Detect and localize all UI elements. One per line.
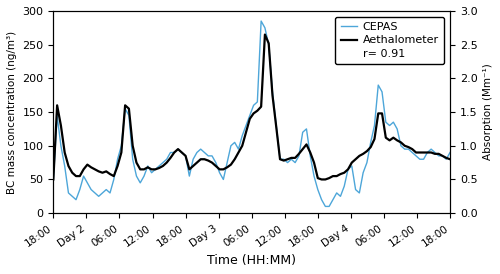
CEPAS: [284, 161, 290, 164]
Aethalometer: [288, 156, 294, 159]
Y-axis label: BC mass concentration (ng/m³): BC mass concentration (ng/m³): [7, 30, 17, 194]
Line: CEPAS: CEPAS: [54, 21, 450, 206]
CEPAS: [322, 205, 328, 208]
X-axis label: Time (HH:MM): Time (HH:MM): [207, 254, 296, 267]
Y-axis label: Absorption (Mm⁻¹): Absorption (Mm⁻¹): [483, 64, 493, 161]
CEPAS: [258, 19, 264, 23]
Aethalometer: [326, 176, 332, 180]
CEPAS: [288, 158, 294, 161]
Aethalometer: [398, 141, 404, 144]
Aethalometer: [447, 158, 453, 161]
CEPAS: [402, 147, 407, 151]
Aethalometer: [311, 161, 317, 164]
Aethalometer: [50, 178, 56, 181]
CEPAS: [62, 164, 68, 168]
Aethalometer: [262, 33, 268, 36]
CEPAS: [50, 178, 56, 181]
CEPAS: [330, 198, 336, 201]
Line: Aethalometer: Aethalometer: [54, 35, 450, 179]
CEPAS: [447, 151, 453, 154]
Aethalometer: [62, 151, 68, 154]
Legend: CEPAS, Aethalometer, r= 0.91: CEPAS, Aethalometer, r= 0.91: [335, 16, 444, 64]
CEPAS: [311, 175, 317, 178]
Aethalometer: [284, 158, 290, 161]
